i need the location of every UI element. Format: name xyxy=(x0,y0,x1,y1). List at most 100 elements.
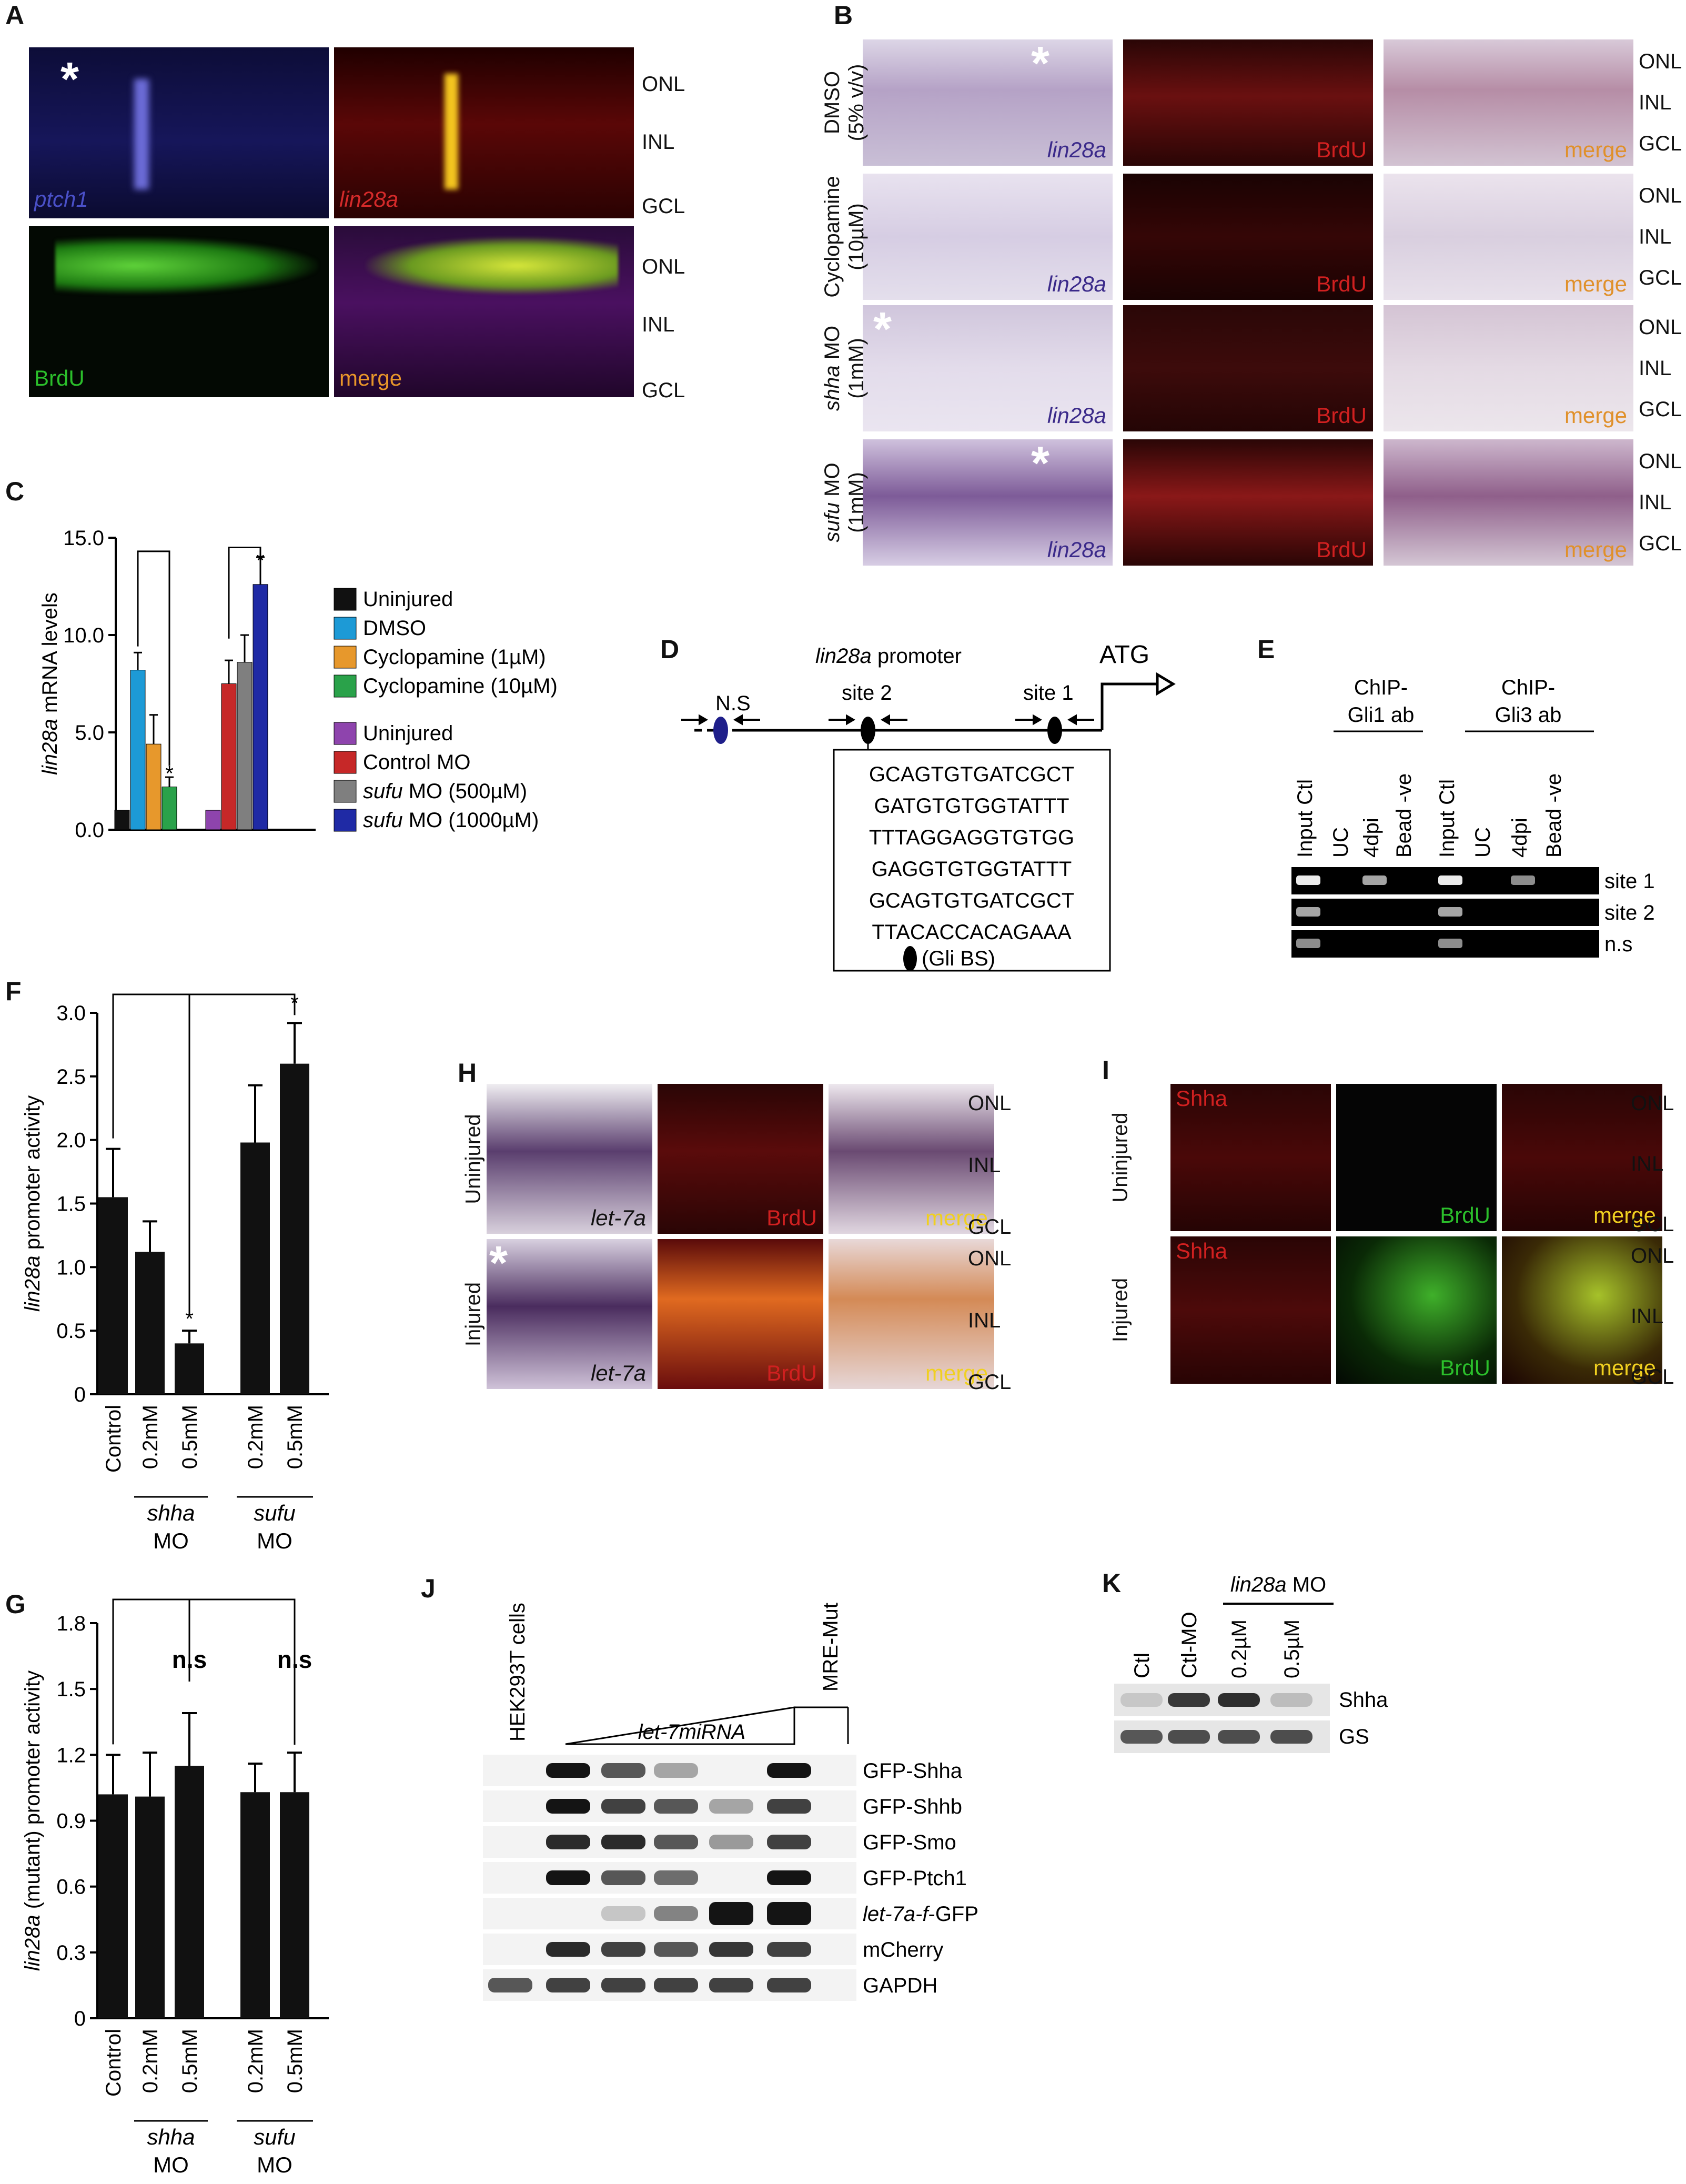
panel-g-chart: 0 0.3 0.6 0.9 1.2 1.5 1.8 lin28a (mutant) promo… xyxy=(21,1598,329,2177)
layer-gcl: GCL xyxy=(642,195,685,218)
ns-site xyxy=(713,717,728,744)
asterisk-icon: * xyxy=(60,53,79,106)
blot-row-label: let-7a-f-GFP xyxy=(863,1903,978,1926)
merge-signal xyxy=(366,237,618,295)
tile-tag-lin28a: lin28a xyxy=(1047,137,1106,162)
image-tile: BrdU xyxy=(1336,1084,1497,1231)
y-tick-label: 10.0 xyxy=(63,624,104,647)
tss-arrow-line xyxy=(1101,682,1157,730)
lane-label: 0.2µM xyxy=(1228,1619,1251,1678)
panel-a-brdu-image: BrdU xyxy=(29,226,329,397)
sig-star: * xyxy=(165,762,174,785)
blot-band xyxy=(767,1978,811,1992)
gli-bs-legend: (Gli BS) xyxy=(922,947,995,970)
layer-onl: ONL xyxy=(968,1247,1012,1270)
bar xyxy=(237,662,253,830)
bar xyxy=(280,1792,309,2018)
gel-row-label: site 2 xyxy=(1604,901,1655,924)
layer-onl: ONL xyxy=(1639,450,1682,473)
tile-tag-brdu: BrdU xyxy=(1316,137,1367,162)
sequence-line: GATGTGTGGTATTT xyxy=(874,794,1069,818)
tile-tag-brdu: BrdU xyxy=(34,366,85,390)
layer-onl: ONL xyxy=(1631,1244,1674,1267)
sequence-line: GCAGTGTGATCGCT xyxy=(869,889,1074,912)
image-tile: merge xyxy=(1502,1084,1662,1231)
layer-inl: INL xyxy=(1639,357,1672,380)
tile-tag: BrdU xyxy=(766,1361,817,1385)
asterisk-icon: * xyxy=(489,1239,508,1290)
layer-gcl: GCL xyxy=(1631,1213,1674,1236)
blot-band xyxy=(767,1870,811,1885)
x-tick-label: 0.2mM xyxy=(139,1405,162,1469)
row-label-0: DMSO (5% v/v) xyxy=(821,64,868,142)
y-tick-label: 3.0 xyxy=(56,1002,86,1025)
lane-label: Input Ctl xyxy=(1436,779,1459,858)
legend-entry: Cyclopamine (1µM) xyxy=(363,646,546,669)
gel-row-label: site 1 xyxy=(1604,870,1655,893)
blot-band xyxy=(601,1906,645,1921)
gel-band xyxy=(1296,875,1320,885)
tile-tag: merge xyxy=(1593,1203,1656,1227)
sig-bracket xyxy=(112,993,296,1139)
group-label: shha xyxy=(147,1501,195,1525)
bar xyxy=(240,1142,270,1394)
group-label: lin28a MO xyxy=(1230,1573,1326,1596)
y-axis-label-rest: mRNA levels xyxy=(38,592,62,719)
x-tick-label: 0.5mM xyxy=(178,2029,201,2093)
tile-tag-merge: merge xyxy=(1564,537,1627,562)
tile-tag: BrdU xyxy=(1440,1355,1490,1380)
tile-tag: Shha xyxy=(1176,1086,1228,1111)
panel-label-e: E xyxy=(1257,635,1275,664)
tile-tag-merge: merge xyxy=(339,366,402,390)
layer-onl: ONL xyxy=(642,73,685,96)
sig-mark: * xyxy=(185,1307,194,1331)
bar xyxy=(135,1252,165,1394)
bar xyxy=(280,1063,309,1394)
bar xyxy=(221,683,237,830)
legend-swatch xyxy=(334,646,357,669)
legend-entry: Uninjured xyxy=(363,588,453,611)
tile-tag: merge xyxy=(925,1205,988,1230)
tile-tag-lin28a: lin28a xyxy=(1047,403,1106,428)
layer-gcl: GCL xyxy=(1639,532,1682,555)
panel-label-i: I xyxy=(1102,1055,1109,1085)
legend-swatch xyxy=(334,722,357,745)
blot-row-label: GFP-Shhb xyxy=(863,1795,962,1818)
lane-label: 4dpi xyxy=(1360,818,1383,858)
blot-band xyxy=(709,1835,753,1849)
blot-row-label: mCherry xyxy=(863,1938,943,1961)
layer-onl: ONL xyxy=(1639,184,1682,207)
tile-tag: let-7a xyxy=(590,1361,646,1385)
blot-band xyxy=(546,1763,590,1778)
lane-label: Bead -ve xyxy=(1542,773,1566,858)
group-label: sufu xyxy=(254,2125,295,2149)
panel-c-chart: 0.0 5.0 10.0 15.0 lin28a mRNA levels * * Uninju… xyxy=(38,527,558,842)
y-tick-label: 0.9 xyxy=(56,1810,86,1833)
row-label-cond: shha xyxy=(821,365,844,411)
lane-label: Bead -ve xyxy=(1392,773,1416,858)
asterisk-icon: * xyxy=(873,305,892,356)
y-axis-label: lin28a (mutant) promoter activity xyxy=(21,1670,44,1971)
layer-inl: INL xyxy=(1631,1305,1664,1328)
blot-band xyxy=(546,1870,590,1885)
layer-gcl: GCL xyxy=(968,1371,1012,1394)
blot-row-label: GFP-Smo xyxy=(863,1831,956,1854)
sequence-line: TTACACCACAGAAA xyxy=(872,921,1072,944)
group-label: MO xyxy=(257,2152,292,2177)
layer-onl: ONL xyxy=(1639,50,1682,73)
blot-band xyxy=(546,1799,590,1814)
layer-inl: INL xyxy=(1639,491,1672,514)
sequence-line: GAGGTGTGGTATTT xyxy=(872,858,1072,881)
panel-b-image-tile: BrdU xyxy=(1123,305,1373,431)
panel-b-image-tile: merge xyxy=(1384,439,1633,566)
sequence-line: TTTAGGAGGTGTGG xyxy=(869,826,1074,849)
blot-band xyxy=(654,1870,698,1885)
bar xyxy=(253,584,268,830)
blot-band xyxy=(546,1835,590,1849)
mirna-gradient-triangle xyxy=(565,1706,795,1745)
sig-bracket xyxy=(137,550,170,766)
sig-mark: n.s xyxy=(277,1646,312,1673)
tss-arrow-head xyxy=(1156,672,1176,696)
blot-band xyxy=(767,1763,811,1778)
tile-tag: BrdU xyxy=(1440,1203,1490,1227)
